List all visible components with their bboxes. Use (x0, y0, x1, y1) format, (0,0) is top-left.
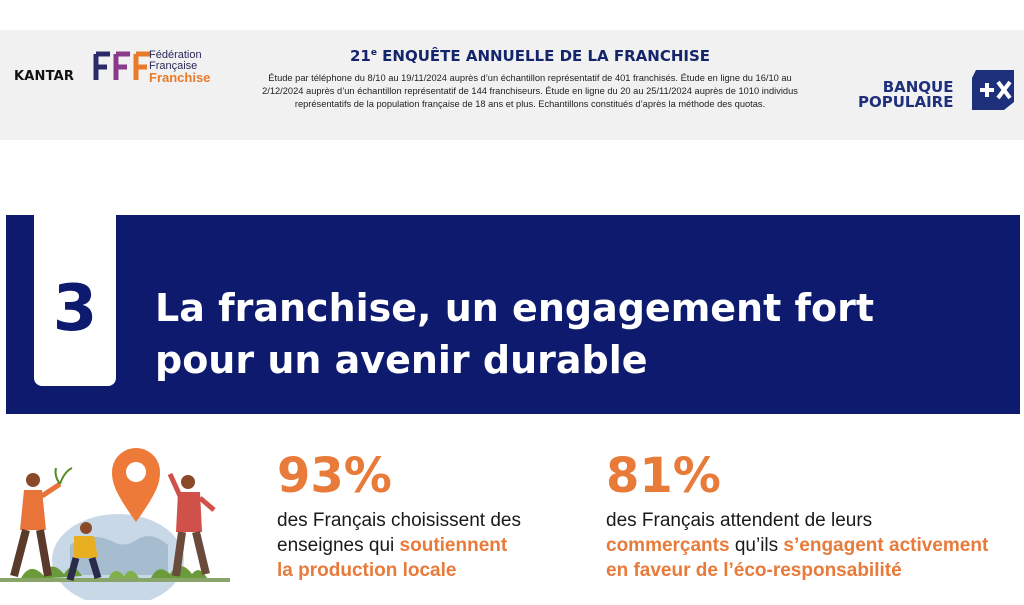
stat-text-local-production: des Français choisissent des enseignes q… (277, 510, 521, 581)
section-number-box (34, 215, 116, 386)
stat-value-local-production: 93% (277, 448, 392, 504)
section-number: 3 (52, 272, 98, 346)
kantar-logo: KANTAR (14, 69, 75, 84)
survey-header (0, 30, 1024, 140)
survey-title: 21e ENQUÊTE ANNUELLE DE LA FRANCHISE (349, 47, 711, 65)
banque-populaire-logo-icon (972, 70, 1014, 110)
stat-text-eco-responsibility: des Français attendent de leurs commerça… (606, 510, 989, 581)
section-title: La franchise, un engagement fort pour un… (155, 286, 875, 382)
section-banner (6, 215, 1020, 414)
survey-description: Étude par téléphone du 8/10 au 19/11/202… (262, 73, 798, 109)
fff-logo-text: Fédération Française Franchise (149, 49, 211, 85)
local-production-illustration (0, 448, 230, 600)
fff-logo-icon (93, 51, 150, 80)
banque-populaire-logo-text: BANQUE POPULAIRE (858, 78, 954, 111)
stat-value-eco-responsibility: 81% (606, 448, 721, 504)
